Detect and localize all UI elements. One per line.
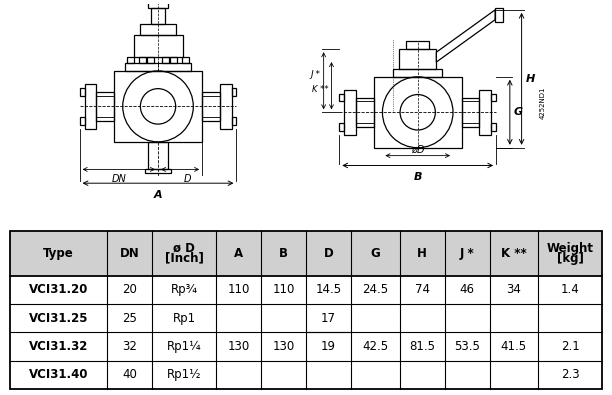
Text: Type: Type (43, 246, 74, 260)
Text: 46: 46 (460, 283, 474, 296)
Bar (231, 117, 236, 125)
Text: 4252ND1: 4252ND1 (540, 86, 546, 118)
Bar (339, 123, 344, 131)
Text: Rp1½: Rp1½ (167, 369, 201, 382)
Bar (202, 92, 220, 121)
Text: 1.4: 1.4 (561, 283, 580, 296)
Bar (80, 117, 84, 125)
Text: Rp1: Rp1 (173, 312, 196, 325)
Text: DN: DN (120, 246, 140, 260)
Bar (462, 98, 479, 127)
Bar (10, 231, 602, 276)
Text: 42.5: 42.5 (362, 340, 389, 353)
Text: G: G (370, 246, 380, 260)
Text: 2.1: 2.1 (561, 340, 580, 353)
Text: Rp1¼: Rp1¼ (167, 340, 201, 353)
Text: D: D (184, 174, 192, 184)
Bar (344, 90, 356, 135)
Text: VCI31.32: VCI31.32 (29, 340, 88, 353)
Text: 17: 17 (321, 312, 336, 325)
Bar (145, 169, 171, 173)
Text: øD: øD (411, 145, 425, 154)
Text: 20: 20 (122, 283, 137, 296)
Text: ø D: ø D (173, 242, 195, 255)
Text: J *: J * (311, 70, 321, 79)
Bar (170, 57, 177, 63)
Bar (399, 49, 436, 69)
Bar (231, 88, 236, 96)
Text: 34: 34 (507, 283, 521, 296)
Bar (148, 1, 168, 8)
Bar (220, 84, 231, 129)
Text: [kg]: [kg] (557, 252, 584, 265)
Text: 81.5: 81.5 (409, 340, 435, 353)
Bar (406, 41, 430, 49)
Text: A: A (154, 190, 162, 200)
Bar (394, 69, 442, 77)
Text: 130: 130 (228, 340, 250, 353)
Bar (80, 88, 84, 96)
Bar (147, 57, 154, 63)
Text: 19: 19 (321, 340, 336, 353)
Text: DN: DN (111, 174, 126, 184)
Bar (96, 92, 114, 121)
Text: 25: 25 (122, 312, 137, 325)
Text: 14.5: 14.5 (315, 283, 341, 296)
Text: H: H (526, 74, 535, 84)
Text: B: B (279, 246, 288, 260)
Bar (139, 57, 146, 63)
Text: 41.5: 41.5 (501, 340, 527, 353)
Bar (127, 57, 134, 63)
Text: 53.5: 53.5 (454, 340, 480, 353)
Bar (114, 71, 202, 142)
Text: 40: 40 (122, 369, 137, 382)
Text: [Inch]: [Inch] (165, 252, 204, 265)
Bar (479, 90, 491, 135)
Text: 74: 74 (415, 283, 430, 296)
Bar (151, 8, 165, 24)
Text: 32: 32 (122, 340, 137, 353)
Bar (162, 57, 170, 63)
Text: 110: 110 (272, 283, 295, 296)
Text: K **: K ** (501, 246, 527, 260)
Text: D: D (324, 246, 334, 260)
Bar (356, 98, 373, 127)
Text: VCI31.20: VCI31.20 (29, 283, 88, 296)
Bar (148, 142, 168, 169)
Text: Weight: Weight (547, 242, 594, 255)
Bar (339, 94, 344, 102)
Bar (373, 77, 462, 148)
Text: H: H (417, 246, 427, 260)
Bar (491, 123, 496, 131)
Bar (125, 63, 192, 71)
Text: VCI31.25: VCI31.25 (29, 312, 89, 325)
Bar (133, 36, 182, 57)
Text: Rp¾: Rp¾ (171, 283, 198, 296)
Bar (495, 8, 503, 22)
Text: 2.3: 2.3 (561, 369, 580, 382)
Bar (140, 24, 176, 36)
Text: J *: J * (460, 246, 474, 260)
Text: 24.5: 24.5 (362, 283, 389, 296)
Bar (84, 84, 96, 129)
Text: 130: 130 (272, 340, 294, 353)
Text: B: B (414, 172, 422, 182)
Text: K **: K ** (312, 85, 329, 94)
Polygon shape (436, 10, 495, 62)
Text: G: G (513, 107, 523, 117)
Bar (491, 94, 496, 102)
Text: A: A (234, 246, 243, 260)
Text: 110: 110 (228, 283, 250, 296)
Bar (182, 57, 189, 63)
Text: VCI31.40: VCI31.40 (29, 369, 89, 382)
